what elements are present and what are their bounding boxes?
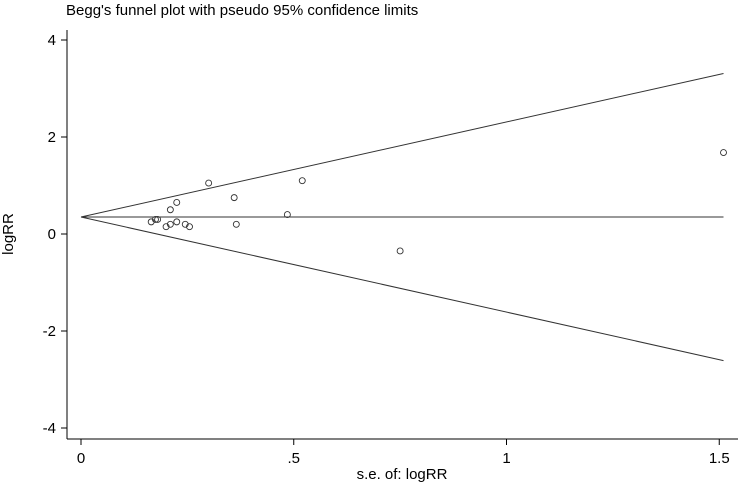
- data-point: [232, 220, 240, 228]
- data-point: [173, 218, 181, 226]
- x-tick-label: 1.5: [709, 450, 730, 467]
- data-point: [298, 177, 306, 185]
- y-tick-label: 2: [48, 129, 56, 146]
- lower-confidence-limit-line: [80, 216, 724, 362]
- y-tick-label: 0: [48, 226, 56, 243]
- chart-title: Begg's funnel plot with pseudo 95% confi…: [66, 2, 418, 19]
- data-point: [396, 247, 404, 255]
- x-axis-label: s.e. of: logRR: [357, 466, 448, 483]
- data-point: [283, 211, 291, 219]
- y-axis-ticks: 4 2 0 -2 -4: [43, 32, 67, 437]
- data-point: [720, 149, 727, 156]
- data-point: [152, 215, 159, 223]
- y-tick-label: 4: [48, 32, 56, 49]
- y-tick-label: -4: [43, 420, 56, 437]
- x-axis-ticks: 0 .5 1 1.5: [77, 439, 730, 467]
- data-point: [166, 206, 174, 214]
- y-axis-label: logRR: [0, 213, 17, 255]
- data-point: [173, 199, 181, 206]
- y-tick-label: -2: [43, 323, 56, 340]
- x-tick-label: 1: [502, 450, 510, 467]
- data-point: [230, 194, 238, 202]
- data-point: [205, 179, 213, 187]
- data-point: [166, 220, 174, 228]
- plot-area: [80, 72, 727, 362]
- data-point: [186, 223, 193, 231]
- x-tick-label: .5: [287, 450, 300, 467]
- data-point: [154, 215, 162, 223]
- upper-confidence-limit-line: [80, 72, 724, 218]
- x-tick-label: 0: [77, 450, 85, 467]
